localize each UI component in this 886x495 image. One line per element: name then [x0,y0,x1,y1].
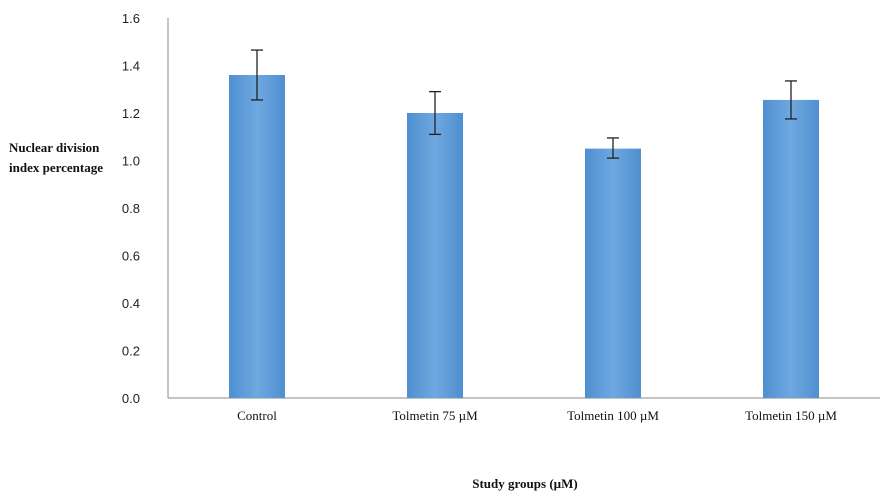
y-axis-title-line2: index percentage [9,160,103,175]
x-axis-title: Study groups (µM) [472,476,578,491]
bar [763,99,819,398]
category-label: Tolmetin 150 µM [745,408,837,423]
error-bars [251,49,797,159]
y-tick-label: 0.8 [122,201,140,216]
category-label: Tolmetin 100 µM [567,408,659,423]
category-label: Tolmetin 75 µM [392,408,478,423]
bar [229,75,285,398]
y-tick-label: 1.2 [122,106,140,121]
category-labels: Control Tolmetin 75 µM Tolmetin 100 µM Tolm… [237,408,837,423]
error-bar [429,90,441,136]
bar [585,148,641,398]
y-tick-label: 1.4 [122,59,140,74]
bar [407,113,463,398]
y-tick-label: 0.4 [122,296,140,311]
y-tick-label: 0.2 [122,344,140,359]
y-tick-label: 1.6 [122,11,140,26]
error-bar [607,137,619,159]
bars [229,75,819,398]
y-tick-labels: 0.0 0.2 0.4 0.6 0.8 1.0 1.2 1.4 1.6 [122,11,140,406]
y-axis-title-line1: Nuclear division [9,140,100,155]
error-bar [251,49,263,101]
y-tick-label: 0.0 [122,391,140,406]
y-tick-label: 0.6 [122,249,140,264]
error-bar [785,80,797,120]
y-tick-label: 1.0 [122,154,140,169]
category-label: Control [237,408,277,423]
